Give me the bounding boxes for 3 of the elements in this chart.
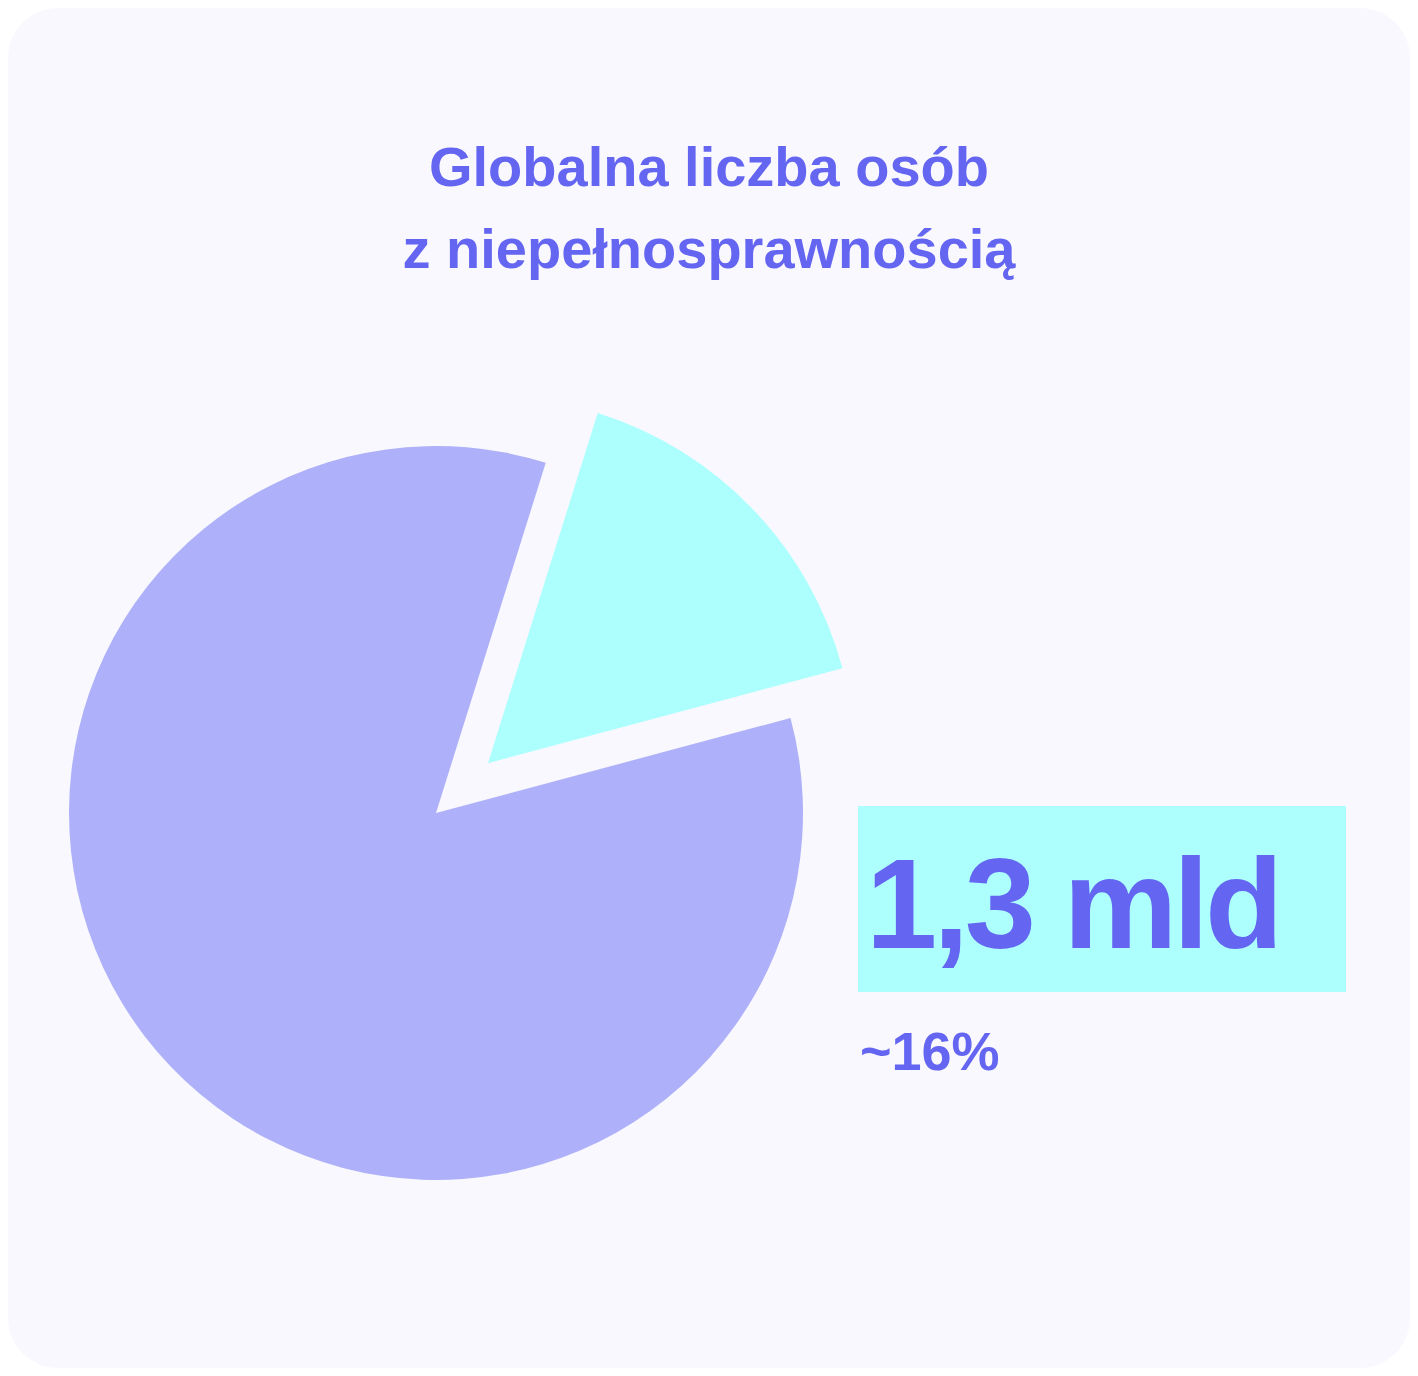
chart-title: Globalna liczba osób z niepełnosprawnością	[402, 135, 1017, 280]
text: 1,3 mld	[866, 832, 1280, 975]
text: ~16%	[860, 1021, 1000, 1081]
